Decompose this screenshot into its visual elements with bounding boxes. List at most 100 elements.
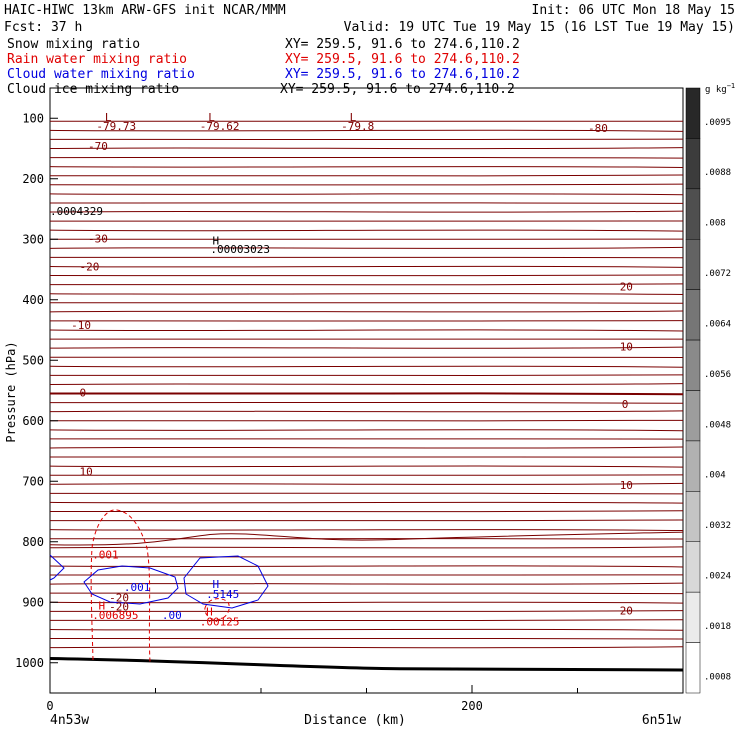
isotherm-line bbox=[50, 311, 683, 312]
contour-annotation: .5145 bbox=[206, 588, 239, 601]
colorbar-swatch bbox=[686, 88, 700, 138]
isotherm-line bbox=[50, 330, 683, 331]
colorbar-label: .0056 bbox=[704, 370, 731, 380]
isotherm-line bbox=[50, 247, 683, 248]
isotherm-line bbox=[50, 520, 683, 521]
colorbar-unit-base: g kg bbox=[705, 85, 727, 95]
isotherm-line bbox=[50, 629, 683, 630]
contour-annotation: .006895 bbox=[92, 609, 138, 622]
isotherm-line bbox=[50, 294, 683, 295]
y-axis: 100 200 300 400 500 600 700 800 900 1000 bbox=[15, 111, 58, 670]
contour-annotation: 0 bbox=[622, 398, 629, 411]
contour-annotation: .00125 bbox=[200, 616, 240, 629]
x-axis: 0 200 bbox=[46, 685, 683, 713]
isotherm-line bbox=[50, 230, 683, 231]
colorbar-label: .0072 bbox=[704, 269, 731, 279]
y-tick-label: 600 bbox=[22, 414, 44, 428]
valid-time: Valid: 19 UTC Tue 19 May 15 (16 LST Tue … bbox=[344, 20, 735, 35]
isotherm-line bbox=[50, 148, 683, 149]
colorbar-swatch bbox=[686, 643, 700, 693]
contour-annotations: -70-30-20-10010-20-80L-79.73L-79.62L-79.… bbox=[50, 111, 633, 629]
contour-annotation: .001 bbox=[124, 581, 151, 594]
y-tick-label: 700 bbox=[22, 474, 44, 488]
y-tick-label: 400 bbox=[22, 293, 44, 307]
colorbar-label: .0064 bbox=[704, 319, 731, 329]
isotherm-line bbox=[50, 393, 683, 394]
colorbar-label: .0048 bbox=[704, 420, 731, 430]
colorbar-label: .0095 bbox=[704, 118, 731, 128]
colorbar-unit: g kg−1 bbox=[705, 82, 735, 95]
colorbar-label: .004 bbox=[704, 471, 726, 481]
isotherm-line bbox=[50, 502, 683, 503]
y-tick-label: 100 bbox=[22, 111, 44, 125]
isotherm-line bbox=[50, 175, 683, 176]
field-xy-rain: XY= 259.5, 91.6 to 274.6,110.2 bbox=[285, 52, 520, 67]
colorbar-swatch bbox=[686, 391, 700, 441]
isotherm-line bbox=[50, 647, 683, 648]
colorbar-label: .0088 bbox=[704, 168, 731, 178]
isotherm-line bbox=[50, 420, 683, 421]
contour-annotation: 10 bbox=[620, 479, 633, 492]
field-xy-snow: XY= 259.5, 91.6 to 274.6,110.2 bbox=[285, 37, 520, 52]
contour-annotation: -79.73 bbox=[96, 120, 136, 133]
x-tick-label: 0 bbox=[46, 699, 53, 713]
y-tick-label: 200 bbox=[22, 172, 44, 186]
colorbar: .0095.0088.008.0072.0064.0056.0048.004.0… bbox=[686, 88, 731, 693]
isotherm-line bbox=[50, 611, 683, 612]
y-tick-label: 1000 bbox=[15, 656, 44, 670]
isotherm-line bbox=[50, 511, 683, 512]
colorbar-swatch bbox=[686, 340, 700, 390]
isotherm-line bbox=[50, 303, 683, 304]
isotherm-label: -20 bbox=[80, 260, 100, 273]
field-xy-cloud-water: XY= 259.5, 91.6 to 274.6,110.2 bbox=[285, 67, 520, 82]
field-label-cloud-water: Cloud water mixing ratio bbox=[7, 67, 195, 82]
contour-annotation: -79.8 bbox=[341, 120, 374, 133]
colorbar-swatch bbox=[686, 138, 700, 188]
colorbar-unit-exponent: −1 bbox=[727, 82, 735, 90]
y-tick-label: 300 bbox=[22, 232, 44, 246]
isotherm-label: -10 bbox=[71, 319, 91, 332]
isotherm-line bbox=[50, 157, 683, 158]
field-label-rain: Rain water mixing ratio bbox=[7, 52, 187, 67]
isotherm-line bbox=[50, 566, 683, 567]
y-tick-label: 800 bbox=[22, 535, 44, 549]
isotherm-line bbox=[50, 167, 683, 168]
isotherm-line bbox=[50, 430, 683, 431]
endpoint-right: 6n51w bbox=[642, 713, 681, 728]
colorbar-swatch bbox=[686, 239, 700, 289]
isotherm-line bbox=[50, 384, 683, 385]
isotherm-line bbox=[50, 620, 683, 621]
isotherm-line bbox=[50, 366, 683, 367]
contour-annotation: 20 bbox=[620, 280, 633, 293]
isotherm-line bbox=[50, 211, 683, 212]
contour-annotation: 20 bbox=[620, 605, 633, 618]
isotherm-label: 0 bbox=[80, 386, 87, 399]
contour-annotation: .00 bbox=[162, 609, 182, 622]
colorbar-swatch bbox=[686, 189, 700, 239]
contour-annotation: .00003023 bbox=[210, 243, 270, 256]
colorbar-swatch bbox=[686, 592, 700, 642]
x-tick-label: 200 bbox=[461, 699, 483, 713]
cloud-water-contour-edge bbox=[50, 555, 64, 580]
field-label-snow: Snow mixing ratio bbox=[7, 37, 140, 52]
isotherm-line bbox=[50, 466, 683, 467]
isotherm-label: -30 bbox=[88, 233, 108, 246]
y-tick-label: 900 bbox=[22, 595, 44, 609]
isotherm-line bbox=[50, 375, 683, 376]
y-tick-label: 500 bbox=[22, 353, 44, 367]
y-axis-label: Pressure (hPa) bbox=[4, 341, 18, 442]
init-time: Init: 06 UTC Mon 18 May 15 bbox=[532, 3, 736, 18]
model-title: HAIC-HIWC 13km ARW-GFS init NCAR/MMM bbox=[4, 3, 286, 18]
contour-annotation: .001 bbox=[92, 548, 119, 561]
isotherm-line bbox=[50, 547, 683, 548]
colorbar-swatch bbox=[686, 542, 700, 592]
isotherm-line bbox=[50, 194, 683, 195]
isotherm-line bbox=[50, 284, 683, 285]
isotherm-line bbox=[50, 493, 683, 494]
forecast-hour: Fcst: 37 h bbox=[4, 20, 82, 35]
isotherm-line bbox=[50, 347, 683, 348]
isotherm-line bbox=[50, 530, 683, 531]
isotherm-line bbox=[50, 483, 683, 484]
field-xy-cloud-ice: XY= 259.5, 91.6 to 274.6,110.2 bbox=[280, 82, 515, 97]
